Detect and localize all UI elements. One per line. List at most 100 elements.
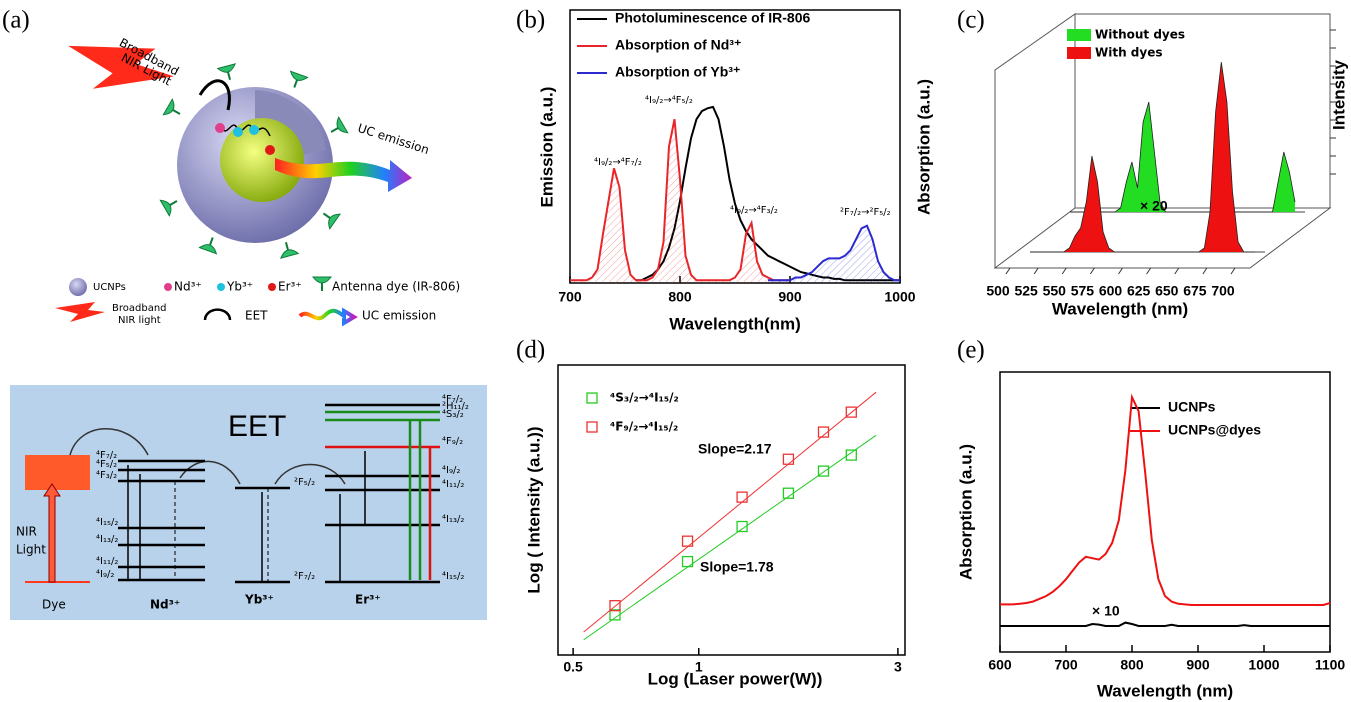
x-tick — [1089, 267, 1095, 275]
plot-frame — [557, 364, 906, 656]
x-tick-label: 500 — [986, 283, 1010, 299]
legend-text: Nd³⁺ — [174, 280, 202, 294]
ion-label: Er³⁺ — [355, 593, 381, 607]
x-tick — [1005, 267, 1011, 275]
series-line — [1030, 61, 1255, 253]
hatched-area — [570, 119, 790, 283]
x-tick-label: 1100 — [1315, 657, 1346, 673]
area-fill — [1030, 62, 1255, 252]
series-line — [1000, 621, 1330, 627]
level-label: ⁴I₁₃/₂ — [96, 534, 118, 545]
ion-label: Yb³⁺ — [244, 593, 274, 607]
legend-yb — [217, 283, 225, 291]
schematic: Broadband NIR Light UC emission UCNPs Nd… — [55, 35, 460, 327]
fit-line — [583, 391, 877, 633]
level-label: ⁴I₁₃/₂ — [442, 514, 464, 525]
annotation: × 10 — [1092, 603, 1120, 619]
legend-text: UCNPs — [1168, 399, 1216, 415]
annotation: Slope=1.78 — [700, 559, 774, 575]
x-tick-label: 675 — [1183, 283, 1207, 299]
panel-label: (c) — [957, 7, 985, 34]
x-tick — [1230, 267, 1236, 275]
marker — [736, 491, 748, 503]
x-tick-label: 900 — [1186, 657, 1210, 673]
x-tick-label: 625 — [1127, 283, 1151, 299]
eet-arc — [179, 460, 241, 485]
series-line — [768, 224, 900, 282]
legend-text: Antenna dye (IR-806) — [332, 280, 460, 294]
ion-label: Nd³⁺ — [150, 598, 180, 612]
legend-ucnp — [69, 278, 87, 296]
x-tick — [1033, 267, 1039, 275]
nd-ion — [215, 123, 225, 133]
legend-uc — [298, 307, 358, 327]
legend-text: Yb³⁺ — [226, 280, 253, 294]
x-tick-label: 525 — [1014, 283, 1038, 299]
marker — [845, 406, 857, 418]
legend-text: Absorption of Yb³⁺ — [615, 64, 740, 80]
ucnp-core — [220, 118, 304, 202]
legend-nd — [164, 283, 172, 291]
legend-text: NIR light — [118, 315, 161, 326]
antenna — [276, 238, 300, 260]
level-label: ²F₇/₂ — [294, 571, 315, 582]
x-tick-label: 800 — [1120, 657, 1144, 673]
eet-arrow — [198, 79, 231, 111]
level-label: ⁴I₉/₂ — [442, 465, 460, 476]
legend-antenna — [312, 276, 332, 292]
level-label: ⁴S₃/₂ — [442, 409, 464, 420]
level-label: ⁴F₉/₂ — [442, 436, 463, 447]
legend-text: Without dyes — [1095, 28, 1185, 42]
x-tick-label: 800 — [668, 289, 692, 305]
level-label: ⁴I₁₁/₂ — [96, 556, 118, 567]
x-tick — [1202, 267, 1208, 275]
x-tick-label: 600 — [988, 657, 1012, 673]
level-label: ⁴I₁₅/₂ — [96, 517, 118, 528]
x-axis-label: Wavelength (nm) — [1052, 299, 1188, 318]
nir-bolt — [68, 45, 174, 89]
legend-swatch — [586, 421, 598, 433]
antenna — [325, 116, 349, 141]
legend-text: Er³⁺ — [278, 280, 302, 294]
marker — [681, 535, 694, 547]
level-label: ²H₁₁/₂ — [442, 401, 469, 412]
x-tick-label: 1 — [695, 659, 703, 675]
x-tick-label: 575 — [1071, 283, 1095, 299]
x-axis-label: Wavelength (nm) — [1097, 681, 1233, 700]
level-label: ⁴F₃/₂ — [96, 470, 117, 481]
nir-label: NIR — [16, 525, 37, 539]
legend-text: ⁴S₃/₂→⁴I₁₅/₂ — [610, 391, 679, 405]
legend-text: Absorption of Nd³⁺ — [615, 37, 741, 53]
diagram-title: EET — [228, 410, 286, 443]
antenna — [159, 192, 183, 217]
annotation: × 20 — [1140, 198, 1168, 214]
series-line — [570, 119, 790, 282]
y2-axis-label: Absorption (a.u.) — [914, 79, 933, 215]
x-tick — [1118, 267, 1123, 275]
eet-arc — [69, 428, 149, 456]
yb-ion — [249, 125, 259, 135]
y-axis-label: Emission (a.u.) — [537, 87, 556, 208]
marker — [609, 600, 621, 612]
x-tick-label: 700 — [1054, 657, 1078, 673]
x-axis-label: Wavelength(nm) — [669, 314, 801, 333]
x-tick-label: 1000 — [884, 289, 915, 305]
er-ion — [265, 145, 275, 155]
plot-frame — [999, 371, 1331, 653]
legend-eet — [203, 308, 232, 321]
marker — [817, 465, 830, 477]
panel-label: (a) — [2, 7, 30, 34]
annotation: ⁴I₉/₂→⁴F₅/₂ — [645, 95, 693, 106]
marker — [782, 487, 795, 499]
fit-line — [583, 434, 877, 641]
legend-text: UCNPs — [93, 282, 126, 293]
panel-label: (d) — [516, 337, 545, 364]
antenna — [317, 205, 342, 230]
legend-swatch — [586, 392, 598, 404]
dye-label: Dye — [42, 598, 66, 612]
level-label: ²F₅/₂ — [294, 477, 315, 488]
y-axis-label: Log ( Intensity (a.u.)) — [524, 426, 543, 593]
x-tick-label: 600 — [1099, 283, 1123, 299]
